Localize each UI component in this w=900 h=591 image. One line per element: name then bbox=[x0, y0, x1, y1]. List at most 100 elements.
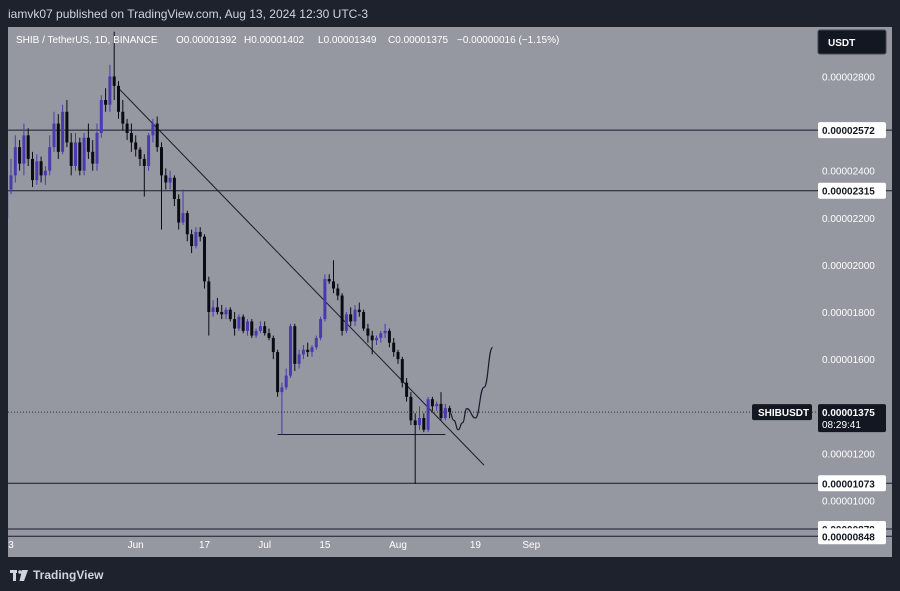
publish-header: iamvk07 published on TradingView.com, Au… bbox=[0, 0, 900, 27]
legend-low: L0.00001349 bbox=[318, 35, 377, 46]
x-tick-label: Sep bbox=[522, 540, 540, 551]
candle-body bbox=[405, 382, 409, 397]
candle-body bbox=[297, 354, 301, 364]
candle-body bbox=[82, 137, 86, 171]
y-tick-label: 0.00001200 bbox=[822, 449, 875, 460]
currency-label: USDT bbox=[828, 38, 855, 49]
candle-body bbox=[56, 123, 60, 152]
candle-body bbox=[387, 330, 391, 343]
footer: TradingView bbox=[0, 557, 900, 591]
candle-body bbox=[370, 335, 374, 341]
legend-open: O0.00001392 bbox=[176, 35, 237, 46]
candle-body bbox=[86, 137, 90, 152]
candle-body bbox=[155, 123, 159, 148]
candle-body bbox=[134, 142, 138, 150]
publish-info: iamvk07 published on TradingView.com, Au… bbox=[8, 7, 368, 21]
candle-body bbox=[207, 281, 211, 313]
candle-body bbox=[185, 213, 189, 235]
candle-body bbox=[344, 314, 348, 331]
candle-body bbox=[220, 312, 224, 315]
candle-body bbox=[228, 309, 232, 320]
candle-body bbox=[61, 111, 65, 152]
candle-body bbox=[65, 111, 69, 143]
candle-body bbox=[336, 288, 340, 296]
candle-body bbox=[430, 399, 434, 407]
candle-body bbox=[31, 158, 34, 181]
candle-body bbox=[215, 307, 219, 313]
y-tick-label: 0.00001600 bbox=[822, 355, 875, 366]
tradingview-logo-icon bbox=[10, 569, 28, 581]
level-pill bbox=[818, 528, 886, 545]
candle-body bbox=[233, 319, 237, 329]
y-tick-label: 0.00002800 bbox=[822, 72, 875, 83]
tradingview-logo-text: TradingView bbox=[33, 568, 104, 582]
candle-body bbox=[237, 316, 241, 329]
candle-body bbox=[117, 85, 120, 112]
axis-labels: 0.00002800 0.00002400 0.00002200 0.00002000… bbox=[8, 72, 875, 551]
candle-body bbox=[323, 279, 327, 320]
currency-button[interactable]: USDT bbox=[817, 29, 887, 55]
candle-body bbox=[353, 309, 357, 322]
candle-body bbox=[400, 359, 404, 383]
candle-body bbox=[147, 135, 151, 166]
candle-body bbox=[52, 123, 56, 148]
candle-body bbox=[254, 330, 258, 336]
candle-body bbox=[310, 347, 314, 353]
candle-body bbox=[396, 352, 400, 360]
candle-body bbox=[203, 236, 206, 282]
projection-curve bbox=[449, 346, 494, 431]
legend-change: −0.00000016 (−1.15%) bbox=[457, 35, 559, 46]
candle-body bbox=[112, 76, 116, 86]
candle-body bbox=[362, 312, 366, 329]
candle-body bbox=[99, 100, 103, 133]
candle-body bbox=[383, 330, 387, 334]
legend: SHIB / TetherUS, 1D, BINANCE O0.00001392… bbox=[16, 35, 559, 46]
candlestick-chart[interactable]: 0.000025720.000023150.000010730.00000879… bbox=[8, 27, 892, 557]
chart-area[interactable]: 0.000025720.000023150.000010730.00000879… bbox=[8, 27, 892, 557]
candle-body bbox=[284, 375, 288, 388]
candle-body bbox=[349, 314, 353, 322]
level-pill bbox=[818, 182, 886, 199]
symbol-label: SHIBUSDT bbox=[758, 408, 809, 419]
candle-body bbox=[306, 349, 310, 353]
candle-body bbox=[151, 123, 155, 136]
x-tick-label: Jul bbox=[258, 540, 271, 551]
candle-body bbox=[78, 142, 82, 171]
candle-body bbox=[280, 387, 284, 393]
candle-body bbox=[293, 326, 297, 364]
legend-symbol: SHIB / TetherUS, 1D, BINANCE bbox=[16, 35, 158, 46]
candle-body bbox=[95, 133, 99, 164]
candle-body bbox=[104, 100, 108, 105]
candle-body bbox=[319, 319, 323, 338]
candle-body bbox=[69, 142, 73, 166]
candle-body bbox=[271, 337, 275, 353]
candle-body bbox=[91, 151, 95, 164]
candle-body bbox=[409, 396, 413, 421]
candle-body bbox=[314, 337, 318, 348]
candle-body bbox=[340, 295, 344, 331]
x-tick-label: 15 bbox=[319, 540, 331, 551]
x-tick-label: 19 bbox=[470, 540, 482, 551]
candle-body bbox=[172, 177, 176, 199]
candle-body bbox=[13, 147, 17, 176]
candle-body bbox=[375, 337, 378, 341]
candle-body bbox=[198, 231, 202, 237]
candle-body bbox=[443, 408, 447, 419]
y-tick-label: 0.00001800 bbox=[822, 308, 875, 319]
x-tick-label: 17 bbox=[199, 540, 211, 551]
candle-body bbox=[435, 403, 439, 407]
candle-body bbox=[289, 326, 292, 376]
symbol-pill bbox=[752, 404, 812, 421]
candle-body bbox=[413, 420, 417, 426]
candle-body bbox=[327, 279, 331, 282]
candle-body bbox=[108, 76, 112, 105]
horizontal-levels: 0.000025720.000023150.000010730.00000879… bbox=[8, 122, 892, 545]
x-tick-label: Jun bbox=[128, 540, 144, 551]
candle-body bbox=[366, 328, 370, 336]
tradingview-logo[interactable]: TradingView bbox=[10, 568, 103, 582]
candle-body bbox=[267, 333, 271, 338]
candle-body bbox=[250, 321, 254, 336]
candle-body bbox=[48, 147, 52, 171]
candle-body bbox=[160, 147, 163, 176]
candle-body bbox=[246, 321, 249, 331]
